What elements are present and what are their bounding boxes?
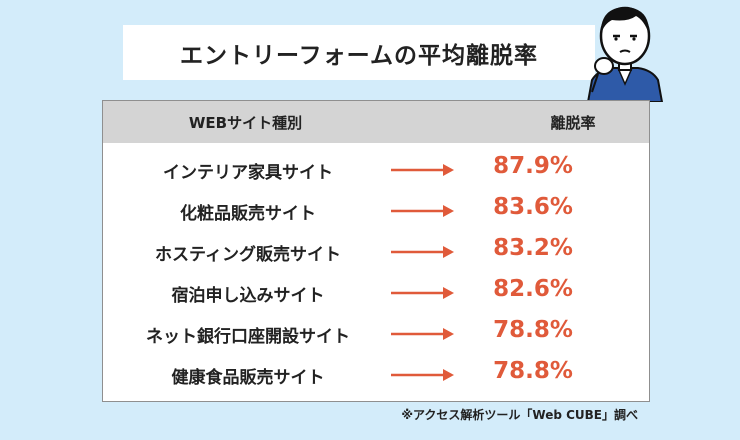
row-site-name: 健康食品販売サイト	[171, 368, 325, 388]
row-site-name: インテリア家具サイト	[163, 163, 333, 183]
thinking-person-icon	[586, 6, 664, 102]
right-arrow-icon	[391, 164, 454, 176]
row-site-name: ネット銀行口座開設サイト	[146, 327, 350, 347]
table-row: ネット銀行口座開設サイト 78.8%	[103, 314, 649, 354]
row-dropout-value: 82.6%	[493, 276, 573, 302]
row-dropout-value: 83.6%	[493, 194, 573, 220]
table-row: インテリア家具サイト 87.9%	[103, 150, 649, 190]
column-header-dropout-rate: 離脱率	[550, 113, 596, 132]
dropout-rate-table: WEBサイト種別 離脱率 インテリア家具サイト 87.9% 化粧品販売サイト 8…	[102, 100, 650, 402]
right-arrow-icon	[391, 369, 454, 381]
right-arrow-icon	[391, 328, 454, 340]
row-dropout-value: 78.8%	[493, 317, 573, 343]
right-arrow-icon	[391, 287, 454, 299]
title-box: エントリーフォームの平均離脱率	[123, 25, 595, 80]
table-row: 健康食品販売サイト 78.8%	[103, 355, 649, 395]
source-footnote: ※アクセス解析ツール「Web CUBE」調べ	[401, 408, 638, 422]
table-row: 化粧品販売サイト 83.6%	[103, 191, 649, 231]
row-dropout-value: 87.9%	[493, 153, 573, 179]
table-row: ホスティング販売サイト 83.2%	[103, 232, 649, 272]
right-arrow-icon	[391, 205, 454, 217]
table-header: WEBサイト種別 離脱率	[103, 101, 649, 143]
right-arrow-icon	[391, 246, 454, 258]
table-row: 宿泊申し込みサイト 82.6%	[103, 273, 649, 313]
row-dropout-value: 83.2%	[493, 235, 573, 261]
row-dropout-value: 78.8%	[493, 358, 573, 384]
row-site-name: 化粧品販売サイト	[180, 204, 316, 224]
row-site-name: 宿泊申し込みサイト	[171, 286, 325, 306]
column-header-site-type: WEBサイト種別	[188, 113, 303, 132]
row-site-name: ホスティング販売サイト	[155, 245, 341, 265]
page-title: エントリーフォームの平均離脱率	[180, 42, 538, 69]
